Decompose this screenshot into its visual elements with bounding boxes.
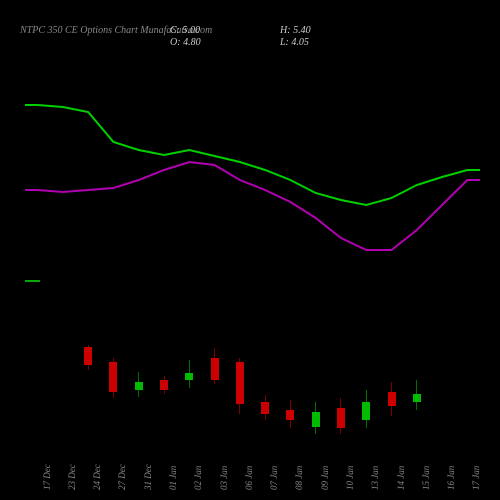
candle-body <box>337 408 345 428</box>
candle-body <box>135 382 143 390</box>
candle-body <box>362 402 370 420</box>
close-label: C: 5.00 <box>170 25 200 36</box>
candle-body <box>261 402 269 414</box>
chart-plot-area <box>25 50 480 430</box>
candle-body <box>312 412 320 427</box>
candle-body <box>413 394 421 402</box>
dash-marker <box>25 280 40 282</box>
line-chart-svg <box>25 50 480 430</box>
low-label: L: 4.05 <box>280 37 309 48</box>
candle-body <box>109 362 117 392</box>
x-axis-labels: 17 Dec23 Dec24 Dec27 Dec31 Dec01 Jan02 J… <box>25 435 480 490</box>
candle-body <box>84 347 92 365</box>
chart-container: NTPC 350 CE Options Chart MunafaSutra.co… <box>0 0 500 500</box>
candle-body <box>211 358 219 380</box>
candle-body <box>160 380 168 390</box>
high-label: H: 5.40 <box>280 25 311 36</box>
candle-body <box>286 410 294 420</box>
open-label: O: 4.80 <box>170 37 201 48</box>
candle-body <box>185 373 193 380</box>
candle-body <box>236 362 244 404</box>
candle-body <box>388 392 396 406</box>
